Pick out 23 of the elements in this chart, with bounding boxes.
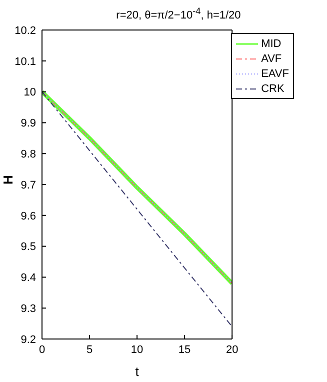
x-tick-label: 10 <box>130 344 144 356</box>
x-tick-label: 0 <box>38 344 46 356</box>
x-tick-label: 20 <box>226 344 238 356</box>
x-tick-label: 5 <box>86 344 93 356</box>
y-tick-label: 9.4 <box>20 272 36 284</box>
legend-label: MID <box>261 38 282 50</box>
x-tick-label: 15 <box>178 344 191 356</box>
y-tick-label: 10.1 <box>14 56 36 68</box>
y-tick-label: 9.8 <box>20 148 36 161</box>
y-tick-label: 9.7 <box>20 179 36 192</box>
legend-label: EAVF <box>261 68 289 80</box>
chart-title: r=20, θ=π/2−10$^{-4}$, h=1/20 <box>115 5 242 24</box>
legend-label: CRK <box>261 82 284 94</box>
y-tick-label: 10 <box>24 86 36 99</box>
y-tick-label: 9.6 <box>20 210 36 222</box>
y-tick-label: 9.3 <box>20 303 36 316</box>
y-axis-title: H <box>0 175 16 184</box>
y-tick-label: 9.5 <box>20 241 36 254</box>
y-tick-label: 9.9 <box>20 118 36 130</box>
legend-label: AVF <box>261 52 282 64</box>
y-tick-label: 9.2 <box>20 334 36 346</box>
y-tick-label: 10.2 <box>14 24 36 37</box>
x-axis-title: t <box>135 364 140 379</box>
